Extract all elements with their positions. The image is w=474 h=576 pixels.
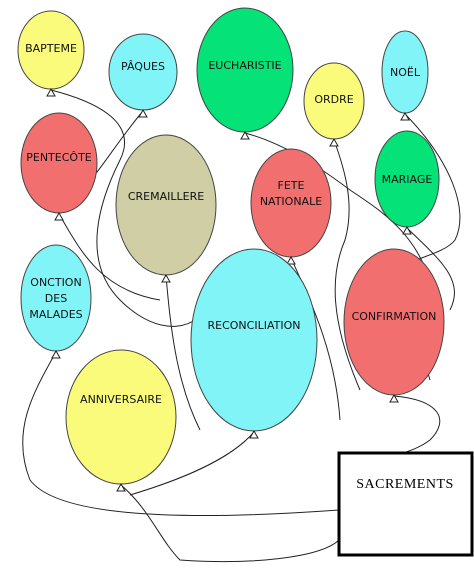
balloon-knot (161, 273, 171, 283)
balloon-string (50, 89, 211, 327)
balloon-string (129, 431, 255, 496)
balloon-cremaillere[interactable]: CREMAILLERE (115, 134, 217, 283)
balloon-fete-nationale[interactable]: FETE NATIONALE (250, 148, 332, 265)
balloon-knot (116, 482, 126, 492)
balloon-body (115, 134, 217, 276)
balloon-knot (400, 111, 410, 121)
balloon-label: CONFIRMATION (352, 310, 437, 323)
balloon-knot (54, 211, 64, 221)
balloon-label: MALADES (29, 308, 82, 321)
balloon-string (120, 484, 340, 563)
balloon-knot (46, 87, 56, 97)
balloon-body (190, 248, 318, 432)
sacrements-label: SACREMENTS (356, 477, 454, 492)
balloon-knot (51, 349, 61, 359)
balloon-mariage[interactable]: MARIAGE (374, 130, 440, 235)
balloons-layer: BAPTEME PÂQUES EUCHARISTIE ORDRE NOËL PENTECÔ… (17, 7, 445, 492)
balloon-string (58, 213, 161, 301)
balloon-label: MARIAGE (382, 173, 433, 186)
balloon-knot (329, 137, 339, 147)
balloon-string (290, 257, 341, 421)
balloon-label: CREMAILLERE (128, 190, 204, 203)
balloon-label: NOËL (390, 66, 421, 79)
balloon-label: PÂQUES (121, 60, 165, 73)
balloon-string (165, 275, 201, 431)
balloon-confirmation[interactable]: CONFIRMATION (343, 248, 445, 403)
balloon-label: BAPTEME (25, 42, 77, 55)
balloon-knot (249, 429, 259, 439)
balloon-anniversaire[interactable]: ANNIVERSAIRE (65, 349, 177, 492)
balloon-label: ANNIVERSAIRE (80, 393, 162, 406)
balloon-knot (402, 225, 412, 235)
balloon-paques[interactable]: PÂQUES (108, 33, 178, 118)
balloon-label: DES (45, 292, 67, 305)
balloon-label: EUCHARISTIE (208, 59, 281, 72)
balloon-ordre[interactable]: ORDRE (303, 62, 365, 147)
balloon-reconciliation[interactable]: RECONCILIATION (190, 248, 318, 439)
balloon-pentecote[interactable]: PENTECÔTE (20, 112, 98, 221)
balloon-string (22, 351, 340, 517)
balloon-eucharistie[interactable]: EUCHARISTIE (196, 7, 294, 140)
balloon-knot (138, 108, 148, 118)
balloon-string (406, 227, 455, 311)
balloon-label: RECONCILIATION (208, 319, 301, 332)
balloon-label: NATIONALE (260, 195, 322, 208)
balloon-noel[interactable]: NOËL (381, 30, 429, 121)
balloon-label: PENTECÔTE (26, 151, 92, 164)
balloon-label: ORDRE (314, 93, 353, 106)
balloon-label: FETE (278, 179, 305, 192)
balloon-knot (286, 255, 296, 265)
balloon-string (333, 139, 361, 391)
balloon-label: ONCTION (30, 276, 81, 289)
balloon-bapteme[interactable]: BAPTEME (17, 10, 85, 97)
sacrements-box-frame (337, 451, 474, 557)
balloon-body (65, 349, 177, 485)
balloon-onction-des-malades[interactable]: ONCTION DES MALADES (20, 244, 92, 359)
sacrements-box[interactable]: SACREMENTS (337, 451, 474, 557)
balloon-knot (240, 130, 250, 140)
balloon-string (338, 395, 441, 461)
balloon-knot (389, 393, 399, 403)
